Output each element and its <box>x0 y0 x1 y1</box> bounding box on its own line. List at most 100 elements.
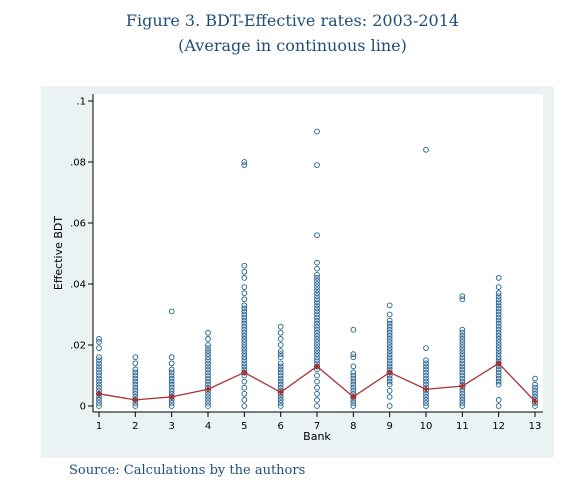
scatter-point <box>241 329 248 336</box>
scatter-point <box>386 345 393 351</box>
y-tick-label: .08 <box>70 158 86 169</box>
scatter-point <box>314 314 320 321</box>
scatter-point <box>168 360 175 367</box>
scatter-point <box>350 403 357 409</box>
scatter-point <box>459 390 466 397</box>
scatter-point <box>168 366 175 373</box>
scatter-point <box>314 326 320 333</box>
scatter-point <box>386 351 393 358</box>
scatter-point <box>96 357 102 364</box>
scatter-point <box>495 397 502 403</box>
scatter-point <box>241 363 248 370</box>
scatter-point <box>168 375 175 382</box>
scatter-point <box>96 360 102 367</box>
scatter-point <box>241 302 248 309</box>
figure-subtitle: (Average in continuous line) <box>178 36 407 55</box>
scatter-point <box>459 351 466 358</box>
scatter-point <box>241 397 248 403</box>
scatter-point <box>314 372 320 379</box>
scatter-point <box>532 387 538 394</box>
scatter-point <box>96 403 102 409</box>
scatter-point <box>277 336 284 342</box>
scatter-point <box>314 336 320 342</box>
scatter-point <box>314 308 320 315</box>
scatter-point <box>277 400 284 406</box>
x-tick-label: 2 <box>132 421 138 432</box>
scatter-point <box>96 345 102 351</box>
scatter-point <box>423 403 429 409</box>
scatter-point <box>314 351 320 358</box>
x-axis-title: Bank <box>303 430 331 443</box>
scatter-point <box>132 384 139 391</box>
scatter-point <box>314 162 320 168</box>
scatter-point <box>132 390 139 397</box>
scatter-point <box>205 336 211 342</box>
scatter-point <box>495 308 502 315</box>
scatter-point <box>277 403 284 409</box>
scatter-point <box>386 357 393 364</box>
scatter-point <box>314 357 320 364</box>
scatter-point <box>386 348 393 354</box>
scatter-point <box>423 360 429 367</box>
scatter-point <box>495 342 502 348</box>
scatter-point <box>495 345 502 351</box>
scatter-point <box>241 384 248 391</box>
scatter-point <box>241 403 248 409</box>
scatter-point <box>205 363 211 370</box>
scatter-point <box>495 372 502 379</box>
scatter-point <box>495 284 502 290</box>
mean-marker <box>96 390 102 397</box>
scatter-point <box>350 387 357 394</box>
scatter-point <box>495 302 502 309</box>
scatter-point <box>459 293 466 300</box>
scatter-point <box>314 281 320 287</box>
scatter-point <box>532 390 538 397</box>
scatter-point <box>314 339 320 345</box>
scatter-point <box>96 375 102 382</box>
scatter-point <box>423 369 429 376</box>
scatter-point <box>459 354 466 361</box>
scatter-point <box>168 384 175 391</box>
scatter-point <box>277 323 284 330</box>
mean-marker <box>386 369 393 376</box>
scatter-point <box>386 311 393 318</box>
scatter-point <box>423 363 429 370</box>
scatter-point <box>314 397 320 403</box>
scatter-point <box>132 372 139 379</box>
x-tick-label: 6 <box>277 421 283 432</box>
scatter-point <box>205 345 211 351</box>
scatter-point <box>241 262 248 269</box>
scatter-point <box>495 348 502 354</box>
scatter-point <box>495 314 502 321</box>
scatter-point <box>386 403 393 409</box>
x-tick-label: 1 <box>96 421 102 432</box>
x-tick-label: 10 <box>420 421 433 432</box>
scatter-point <box>314 311 320 318</box>
scatter-point <box>459 397 466 403</box>
mean-marker <box>277 389 284 396</box>
scatter-point <box>495 299 502 306</box>
scatter-point <box>459 375 466 382</box>
scatter-point <box>241 348 248 354</box>
scatter-point <box>459 400 466 406</box>
scatter-point <box>495 290 502 297</box>
scatter-point <box>386 333 393 339</box>
scatter-point <box>241 326 248 333</box>
scatter-point <box>241 268 248 275</box>
x-tick-label: 3 <box>168 421 174 432</box>
scatter-point <box>314 232 320 239</box>
scatter-point <box>350 363 357 370</box>
scatter-point <box>205 403 211 409</box>
scatter-point <box>459 345 466 351</box>
scatter-point <box>241 323 248 330</box>
scatter-point <box>350 372 357 379</box>
scatter-point <box>241 360 248 367</box>
scatter-point <box>314 403 320 409</box>
scatter-point <box>459 339 466 345</box>
mean-marker <box>532 398 538 405</box>
scatter-point <box>386 394 393 400</box>
mean-marker <box>314 363 320 370</box>
scatter-point <box>277 369 284 376</box>
scatter-point <box>495 293 502 300</box>
scatter-point <box>350 378 357 385</box>
